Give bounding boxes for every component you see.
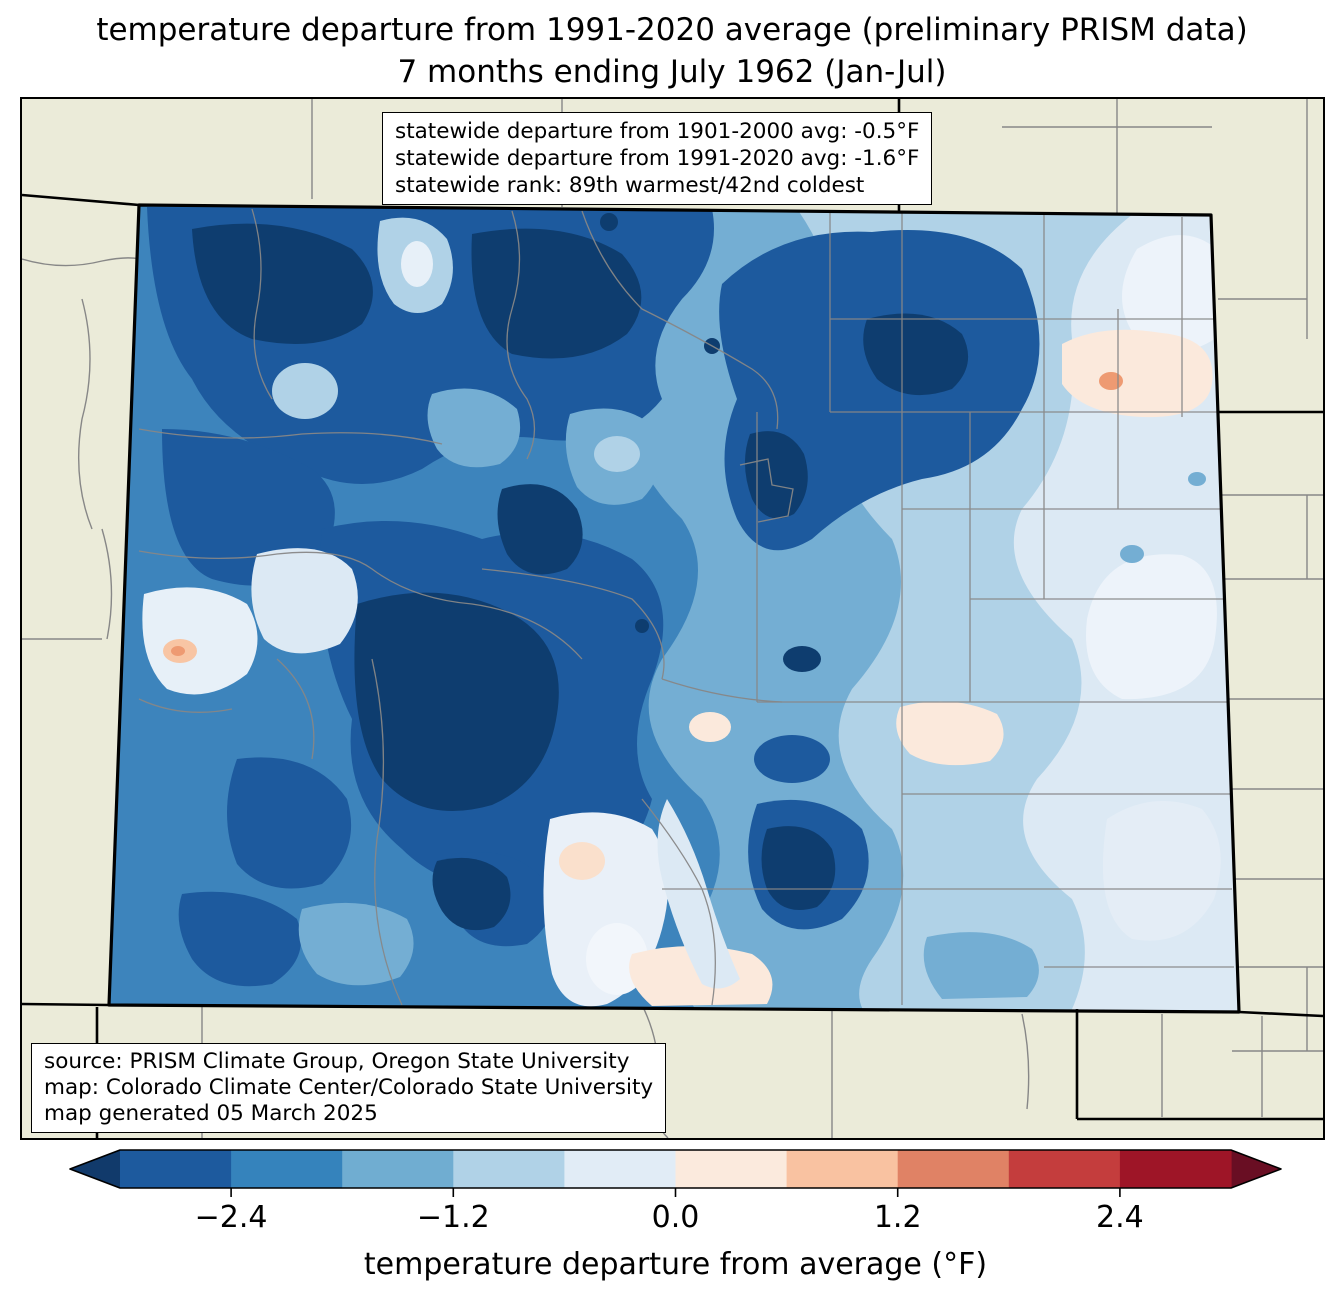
colorbar-outline — [69, 1149, 1282, 1189]
colorbar: −2.4 −1.2 0.0 1.2 2.4 temperature departure f… — [69, 1149, 1282, 1282]
colorbar-over-arrow — [1231, 1150, 1281, 1188]
colorbar-tick-label: 2.4 — [1096, 1200, 1144, 1235]
colorbar-tick-label: 0.0 — [652, 1200, 700, 1235]
colorado-state-border — [107, 203, 1241, 1014]
colorbar-tick-label: −2.4 — [195, 1200, 268, 1235]
source-line: source: PRISM Climate Group, Oregon Stat… — [44, 1049, 630, 1074]
colorbar-segment — [786, 1150, 899, 1188]
map-canvas — [22, 99, 1323, 1138]
colorbar-segment — [675, 1150, 788, 1188]
map-credit-line: map: Colorado Climate Center/Colorado St… — [44, 1075, 654, 1100]
stats-box: statewide departure from 1901-2000 avg: … — [382, 112, 933, 205]
colorbar-segment — [120, 1150, 232, 1188]
colorbar-tick-label: −1.2 — [417, 1200, 490, 1235]
colorbar-segment — [453, 1150, 565, 1188]
colorbar-segment — [231, 1150, 343, 1188]
colorbar-segment — [1008, 1150, 1121, 1188]
colorbar-segment — [1119, 1150, 1232, 1188]
stats-line-rank: statewide rank: 89th warmest/42nd coldes… — [395, 173, 865, 198]
colorbar-under-arrow — [70, 1150, 120, 1188]
chart-title-line1: temperature departure from 1991-2020 ave… — [96, 12, 1248, 48]
colorbar-axis-label: temperature departure from average (°F) — [364, 1247, 987, 1282]
colorado-county-lines-layer — [138, 208, 1234, 1006]
stats-line-1991-2020: statewide departure from 1991-2020 avg: … — [395, 146, 920, 171]
stats-line-1901-2000: statewide departure from 1901-2000 avg: … — [395, 119, 920, 144]
generated-date-line: map generated 05 March 2025 — [44, 1101, 378, 1126]
colorbar-segment — [564, 1150, 677, 1188]
colorbar-tick-label: 1.2 — [874, 1200, 922, 1235]
source-box: source: PRISM Climate Group, Oregon Stat… — [31, 1043, 667, 1133]
map-axes: statewide departure from 1901-2000 avg: … — [20, 97, 1325, 1140]
state-contour-fill — [109, 205, 1239, 1012]
colorbar-segment — [342, 1150, 454, 1188]
chart-title-line2: 7 months ending July 1962 (Jan-Jul) — [397, 54, 947, 90]
colorbar-segment — [897, 1150, 1010, 1188]
